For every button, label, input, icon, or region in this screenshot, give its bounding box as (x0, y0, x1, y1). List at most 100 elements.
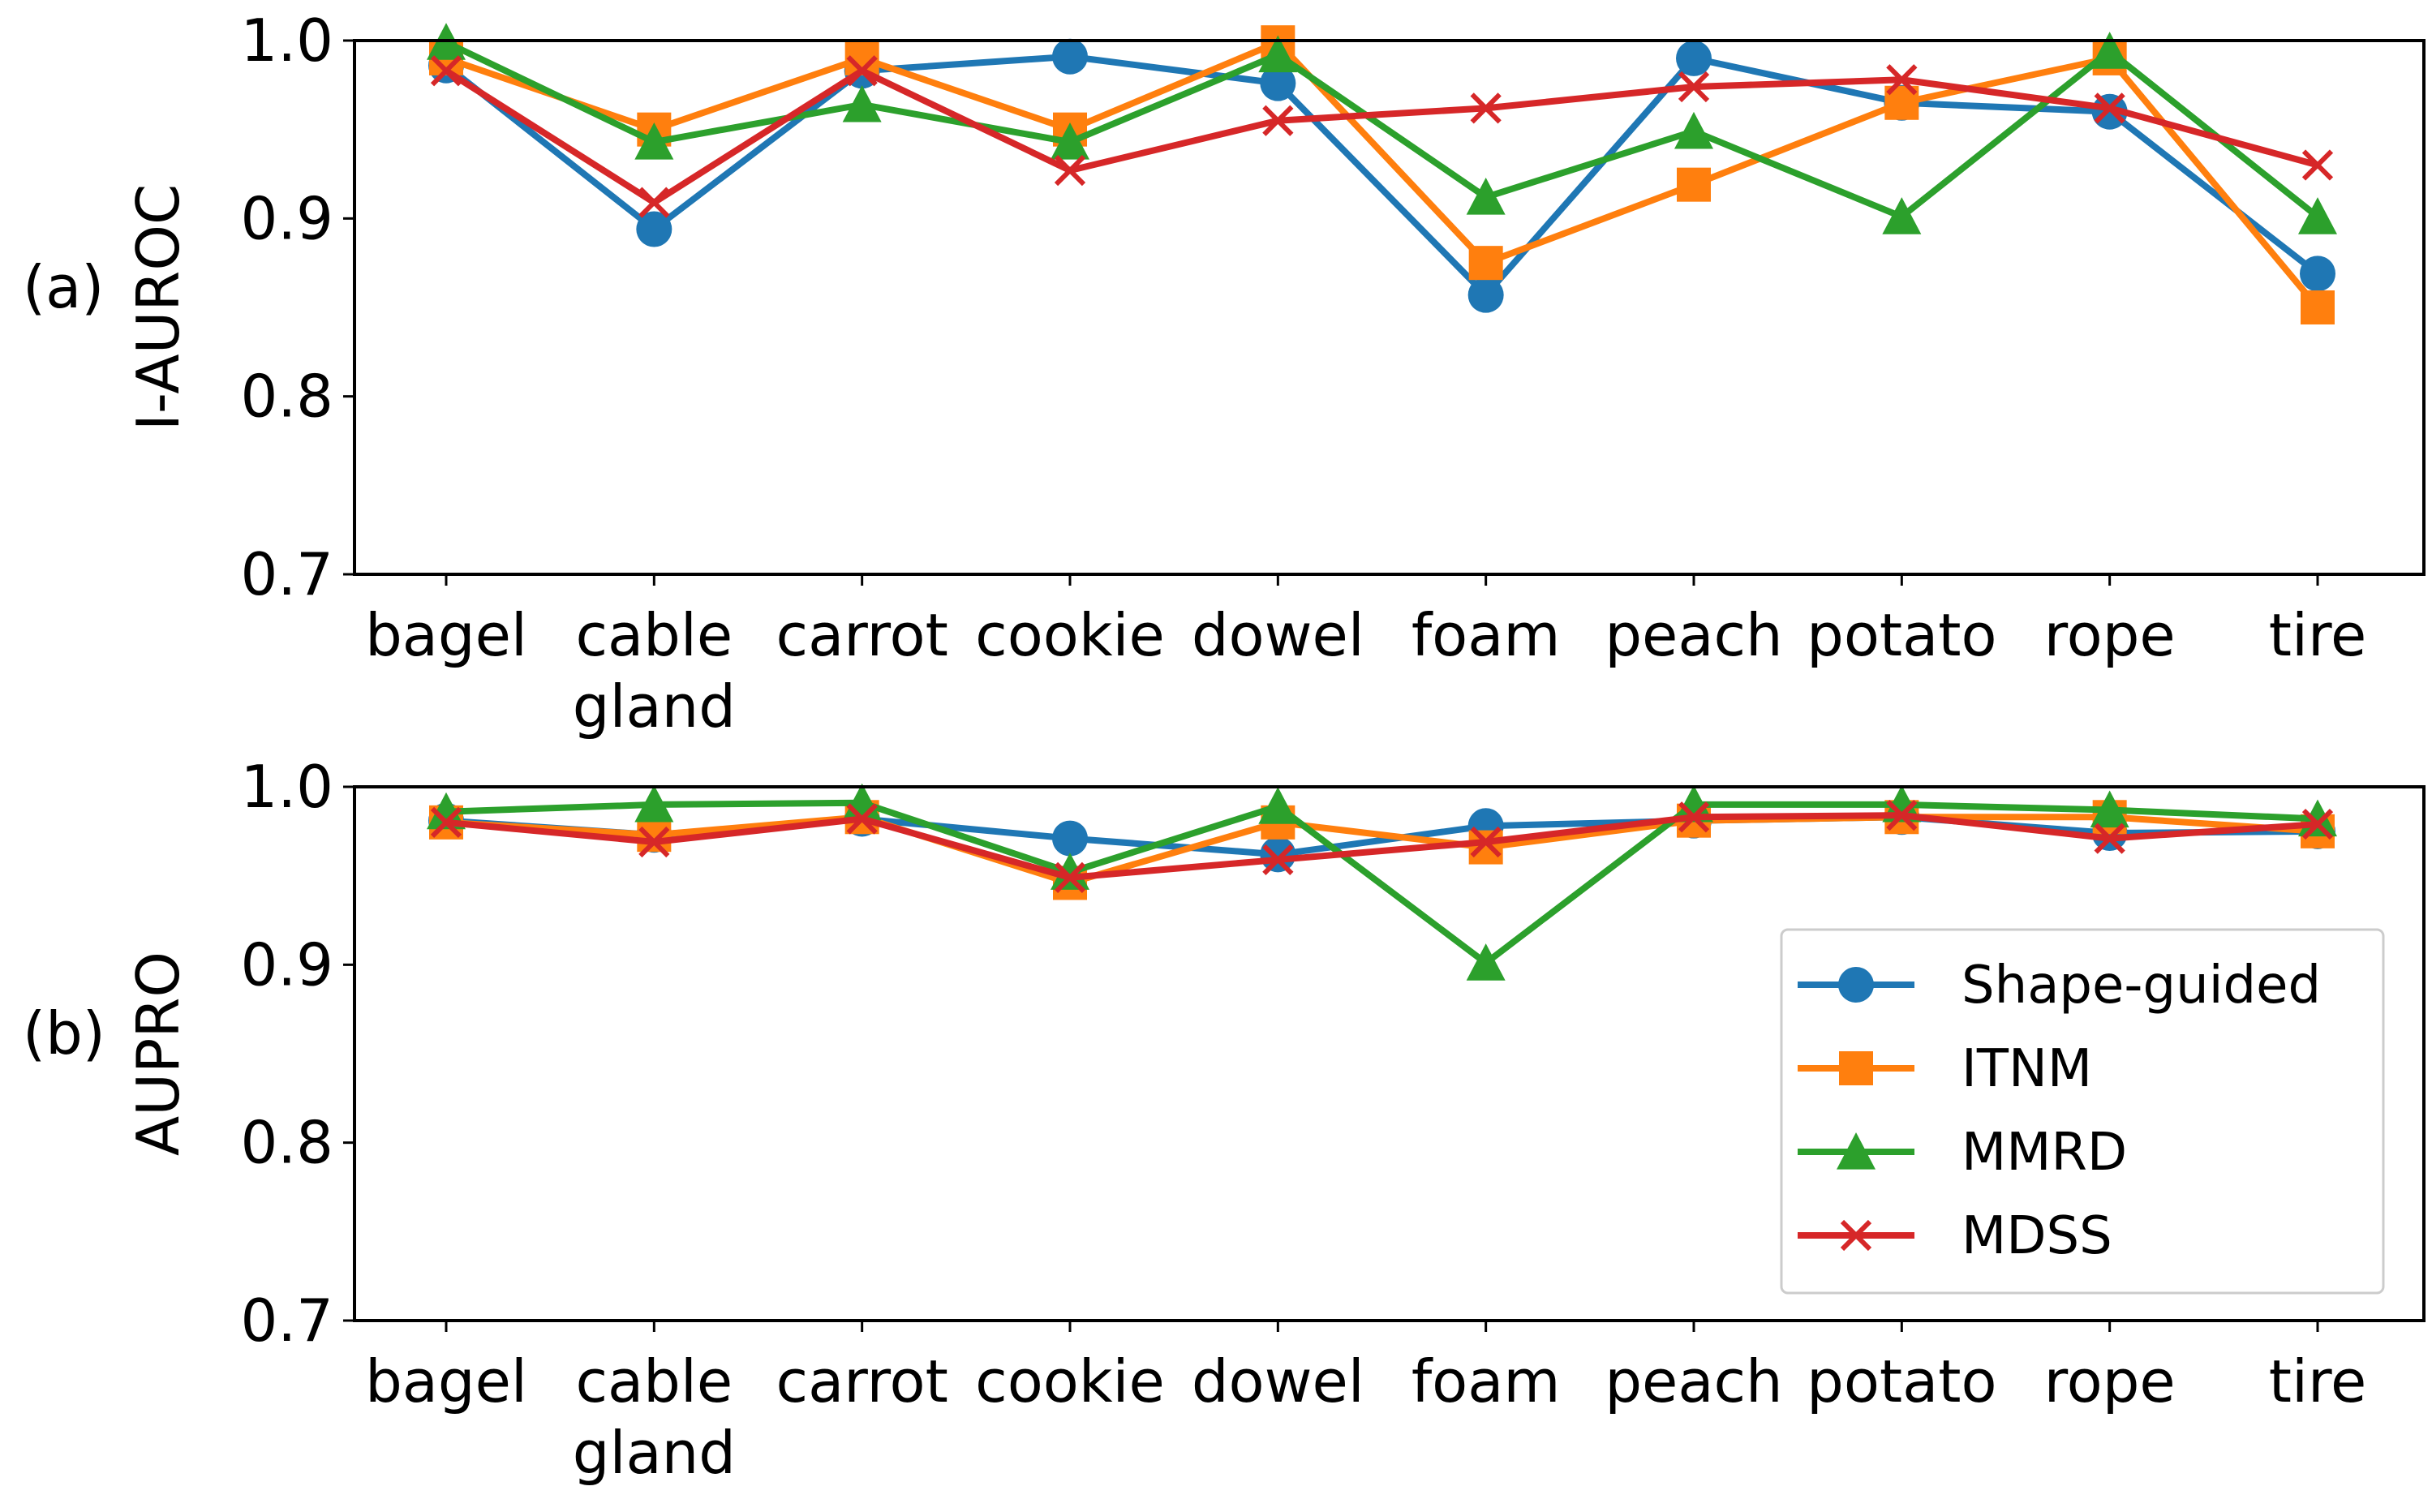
data-point (1886, 64, 1918, 96)
x-tick-label: rope (2044, 601, 2176, 669)
series-line (444, 53, 2320, 299)
series-line (445, 39, 2321, 310)
series-mdss (430, 55, 2334, 218)
legend-item: Shape-guided (1798, 956, 2321, 1016)
legend: Shape-guided ITNM MMRD MDSS (1780, 928, 2385, 1295)
x-tick-label: peach (1605, 1347, 1782, 1415)
y-tick-label: 0.9 (240, 930, 333, 999)
plot-frame (353, 39, 2426, 576)
data-point (2094, 823, 2125, 854)
data-point (1674, 111, 1713, 149)
series-line (445, 799, 2318, 967)
x-tick-label: dowel (1192, 601, 1364, 669)
data-point (637, 818, 672, 853)
x-tick-label: carrot (776, 1347, 947, 1415)
data-point (1052, 820, 1088, 857)
data-point (1470, 92, 1502, 124)
chart-panel-1: (a) I-AUROC 0.7 0.8 0.9 1.0 bagel cable gland car… (23, 6, 2426, 741)
data-point (1678, 71, 1710, 103)
series-line (445, 814, 2318, 887)
data-point (1260, 836, 1296, 873)
data-point (1467, 277, 1504, 313)
data-point (1051, 853, 1089, 890)
y-tick-label: 0.7 (240, 1286, 333, 1355)
data-point (846, 803, 878, 835)
data-point (430, 806, 462, 838)
data-point (430, 55, 462, 87)
data-point (1258, 35, 1298, 73)
y-tick-label: 0.9 (240, 184, 333, 252)
x-tick-label: cable gland (573, 601, 736, 741)
y-tick-label: 0.8 (240, 1109, 333, 1177)
legend-item: MDSS (1798, 1206, 2112, 1266)
x-tick-label: cookie (975, 1347, 1165, 1415)
data-point (846, 55, 878, 87)
data-point (1051, 122, 1089, 160)
data-point (1052, 38, 1088, 75)
data-point (1466, 943, 1506, 981)
legend-label: ITNM (1961, 1039, 2092, 1099)
data-point (1468, 830, 1503, 865)
legend-marker (1839, 1051, 1873, 1085)
data-point (1258, 787, 1298, 824)
series-line (445, 812, 2318, 881)
series-line (445, 39, 2320, 221)
legend-marker (1840, 1219, 1872, 1252)
legend-label: MMRD (1961, 1123, 2127, 1183)
x-tick-label: potato (1807, 601, 1996, 669)
data-point (1468, 246, 1503, 281)
data-point (634, 784, 674, 823)
chart-panel-2: (b) AUPRO 0.7 0.8 0.9 1.0 bagel cable gland carro… (23, 753, 2426, 1487)
x-tick-label: bagel (365, 1347, 527, 1415)
data-point (1886, 799, 1918, 831)
y-axis-label: AUPRO (124, 951, 192, 1156)
x-tick-label: dowel (1192, 1347, 1364, 1415)
x-tick-label: carrot (776, 601, 947, 669)
legend-marker (1837, 1132, 1876, 1170)
x-tick-label: bagel (365, 601, 527, 669)
x-tick-label: tire (2269, 1347, 2367, 1415)
data-point (2298, 197, 2337, 234)
x-tick-label: potato (1807, 1347, 1996, 1415)
x-tick-label: rope (2044, 1347, 2176, 1415)
data-point (1677, 167, 1711, 202)
data-point (1262, 105, 1294, 136)
plot-frame (353, 785, 2426, 1322)
y-tick-label: 0.7 (240, 540, 333, 608)
legend-marker (1838, 967, 1874, 1003)
data-point (2301, 290, 2335, 324)
data-point (1674, 784, 1713, 823)
data-point (2090, 790, 2129, 828)
legend-item: MMRD (1798, 1123, 2127, 1183)
y-tick-label: 1.0 (240, 753, 333, 821)
data-point (842, 84, 882, 122)
legend-label: Shape-guided (1961, 956, 2321, 1016)
legend-label: MDSS (1961, 1206, 2112, 1266)
x-tick-label: cable gland (573, 1347, 736, 1487)
data-point (427, 792, 466, 830)
data-point (2094, 92, 2125, 124)
data-point (2090, 32, 2129, 69)
y-tick-label: 0.8 (240, 363, 333, 431)
data-point (1260, 65, 1296, 101)
data-point (2301, 808, 2334, 840)
data-point (634, 122, 674, 160)
data-point (1466, 178, 1506, 215)
data-point (1676, 40, 1712, 76)
series-mdss (430, 799, 2334, 893)
x-tick-label: foam (1412, 601, 1561, 669)
y-axis-label: I-AUROC (124, 184, 192, 432)
series-shape-guided (428, 38, 2335, 313)
x-tick-label: foam (1412, 1347, 1561, 1415)
x-tick-label: tire (2269, 601, 2367, 669)
data-point (1678, 801, 1710, 833)
data-point (2300, 256, 2335, 292)
data-point (638, 826, 670, 858)
data-point (638, 187, 670, 218)
panel-label: (a) (23, 253, 104, 321)
data-point (2091, 93, 2128, 130)
data-point (1882, 197, 1922, 234)
panel-label: (b) (23, 999, 105, 1067)
data-point (636, 211, 672, 247)
